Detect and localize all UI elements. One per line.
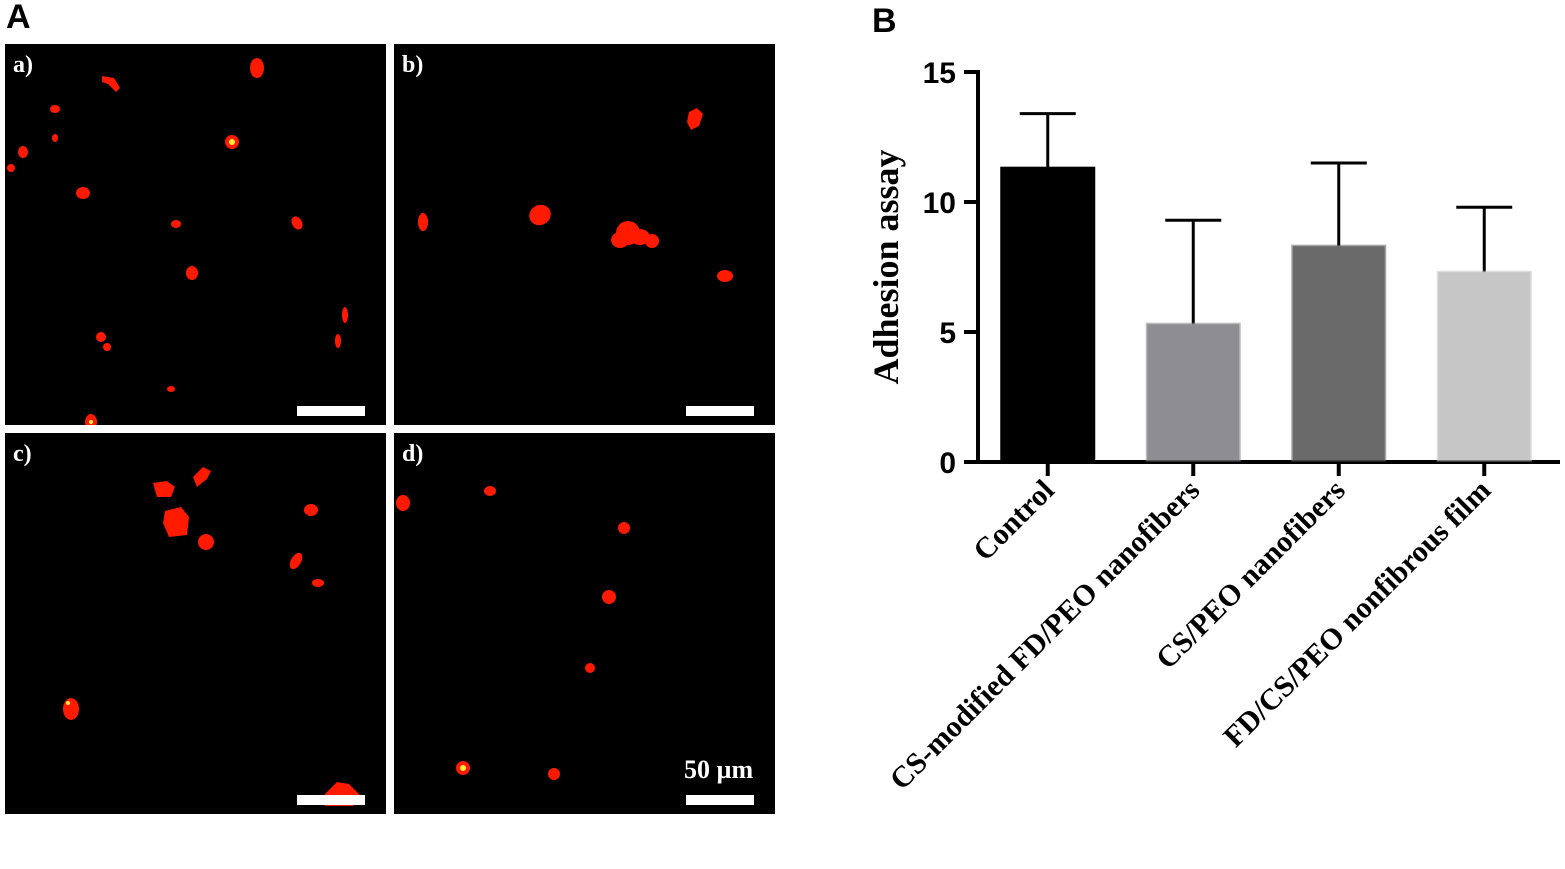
cell <box>198 534 214 550</box>
bar <box>1291 244 1387 462</box>
cell <box>102 76 120 92</box>
x-tick-label: FD/CS/PEO nonfibrous film <box>1217 474 1497 754</box>
cell <box>63 698 79 720</box>
cell <box>717 270 733 282</box>
cell <box>611 232 629 248</box>
cell <box>396 495 410 511</box>
cells-layer-c <box>63 467 361 806</box>
cell-core <box>66 701 70 705</box>
cell <box>548 768 560 780</box>
cell <box>304 504 318 516</box>
cell <box>153 481 175 497</box>
scale-bar <box>686 406 754 416</box>
cell <box>529 204 551 226</box>
cell-core <box>89 420 93 424</box>
micrograph-a: a) <box>5 44 386 425</box>
bar <box>1145 322 1241 462</box>
cell <box>85 414 97 425</box>
cell <box>50 105 60 113</box>
y-tick-label: 10 <box>923 187 956 220</box>
cell <box>7 164 15 172</box>
cell <box>645 234 659 248</box>
bar <box>1436 270 1532 462</box>
bar <box>1000 166 1096 462</box>
x-tick-label: CS-modified FD/PEO nanofibers <box>884 474 1207 797</box>
scale-bar <box>297 795 365 805</box>
micrograph-c: c) <box>5 433 386 814</box>
cell <box>484 486 496 496</box>
panel-letter-b: B <box>872 2 897 40</box>
cell <box>18 146 28 158</box>
cell <box>186 266 198 280</box>
cell <box>618 522 630 534</box>
cell <box>289 552 303 570</box>
cell <box>585 663 595 673</box>
cell <box>52 134 58 142</box>
cell <box>96 332 106 342</box>
y-tick-label: 5 <box>939 317 956 350</box>
scale-bar <box>686 795 754 805</box>
cell <box>418 213 428 231</box>
cell <box>167 386 175 392</box>
x-tick-label: Control <box>967 474 1061 568</box>
cell-core <box>460 765 466 771</box>
cell <box>193 467 211 487</box>
cell <box>250 58 264 78</box>
micrograph-b: b) <box>394 44 775 425</box>
cells-layer-a <box>7 58 348 425</box>
micrograph-label: b) <box>402 52 424 78</box>
cells-layer-d <box>396 486 630 780</box>
y-tick-label: 0 <box>939 447 956 480</box>
cell <box>342 307 348 323</box>
y-axis-label: Adhesion assay <box>866 149 906 384</box>
cell-core <box>229 139 235 145</box>
scale-bar <box>297 406 365 416</box>
cell <box>602 590 616 604</box>
panel-letter-a: A <box>6 0 31 36</box>
scale-bar-label: 50 µm <box>684 755 754 784</box>
micrograph-label: d) <box>402 441 424 467</box>
cell <box>76 187 90 199</box>
cell <box>335 334 341 348</box>
cell <box>291 216 303 230</box>
cell <box>687 108 703 130</box>
y-tick-label: 15 <box>923 57 956 90</box>
micrograph-label: c) <box>13 441 32 467</box>
micrograph-d: d) 50 µm <box>394 433 775 814</box>
micrograph-label: a) <box>13 52 33 78</box>
cell <box>103 343 111 351</box>
cell <box>171 220 181 228</box>
cell <box>312 579 324 587</box>
cell <box>163 507 189 537</box>
cells-layer-b <box>418 108 733 282</box>
